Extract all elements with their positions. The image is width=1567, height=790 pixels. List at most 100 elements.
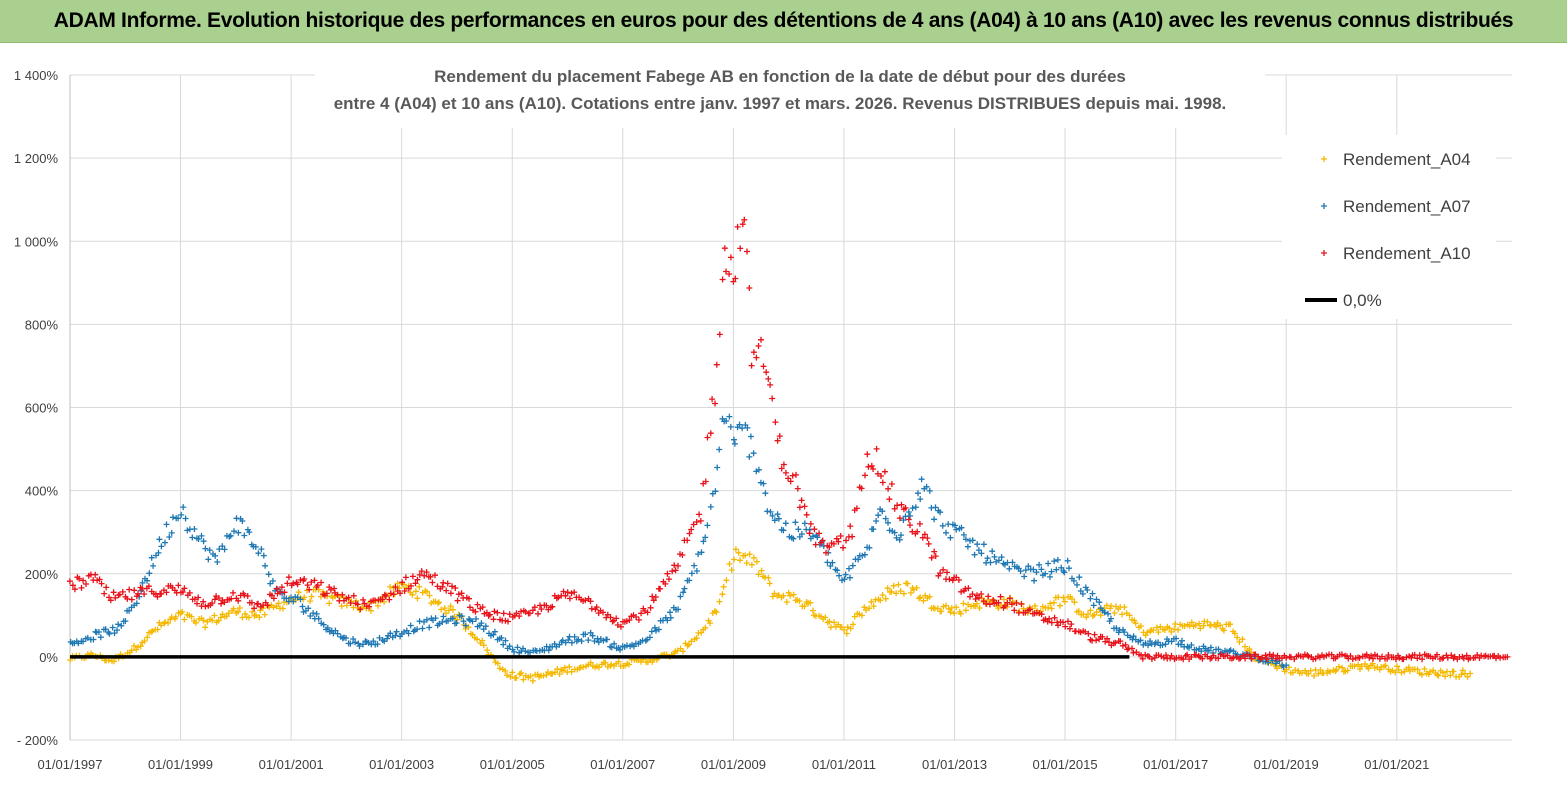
data-point-Rendement_A07 [1021,573,1028,580]
data-point-Rendement_A10 [163,589,170,596]
data-point-Rendement_A10 [141,591,148,597]
data-point-Rendement_A04 [131,642,138,649]
data-point-Rendement_A10 [986,601,993,608]
data-point-Rendement_A10 [647,604,654,611]
data-point-Rendement_A04 [1369,660,1376,667]
data-point-Rendement_A10 [194,600,200,607]
data-point-Rendement_A07 [801,520,808,527]
data-point-Rendement_A10 [870,466,877,472]
data-point-Rendement_A07 [1033,569,1040,576]
data-point-Rendement_A07 [971,551,978,558]
data-point-Rendement_A04 [1394,663,1400,670]
legend-swatch-marker [1321,250,1327,256]
data-point-Rendement_A10 [1444,654,1451,661]
data-point-Rendement_A07 [158,543,165,550]
data-point-Rendement_A07 [575,636,582,643]
data-point-Rendement_A07 [675,606,682,613]
data-point-Rendement_A07 [1030,566,1037,573]
data-point-Rendement_A04 [520,676,527,683]
data-point-Rendement_A04 [576,665,583,671]
data-point-Rendement_A07 [861,551,868,558]
data-point-Rendement_A07 [847,574,853,581]
data-point-Rendement_A04 [602,659,609,666]
data-point-Rendement_A04 [516,671,523,678]
data-point-Rendement_A07 [1087,595,1094,602]
data-point-Rendement_A07 [702,534,709,541]
data-point-Rendement_A07 [460,618,467,625]
data-point-Rendement_A07 [707,503,714,510]
data-point-Rendement_A04 [960,600,967,607]
data-point-Rendement_A10 [209,600,216,607]
data-point-Rendement_A04 [1365,665,1372,672]
data-point-Rendement_A07 [693,568,700,574]
data-point-Rendement_A07 [755,466,762,473]
data-point-Rendement_A04 [720,583,727,590]
data-point-Rendement_A07 [1017,568,1024,575]
data-point-Rendement_A04 [750,554,757,561]
data-point-Rendement_A10 [311,577,318,584]
data-point-Rendement_A07 [1173,635,1180,642]
data-point-Rendement_A07 [688,570,695,577]
data-point-Rendement_A10 [886,496,893,503]
data-point-Rendement_A07 [180,504,187,511]
data-point-Rendement_A07 [646,634,653,641]
data-point-Rendement_A10 [281,589,288,596]
data-point-Rendement_A04 [807,599,814,606]
data-point-Rendement_A10 [1262,652,1269,659]
data-point-Rendement_A04 [1467,670,1474,677]
data-point-Rendement_A10 [486,611,493,618]
data-point-Rendement_A07 [126,607,133,614]
data-point-Rendement_A07 [905,509,912,515]
data-point-Rendement_A04 [246,614,252,621]
data-point-Rendement_A07 [362,638,369,645]
data-point-Rendement_A10 [96,576,103,583]
legend-label: 0,0% [1343,291,1382,310]
data-point-Rendement_A07 [600,637,607,644]
data-point-Rendement_A10 [931,548,938,555]
data-point-Rendement_A10 [1242,655,1249,662]
data-point-Rendement_A10 [529,607,536,614]
data-point-Rendement_A07 [915,490,921,497]
data-point-Rendement_A04 [137,643,144,650]
data-point-Rendement_A07 [698,549,705,556]
data-point-Rendement_A10 [1129,645,1135,652]
data-point-Rendement_A07 [166,534,173,540]
data-point-Rendement_A10 [399,579,406,586]
data-point-Rendement_A04 [755,571,762,578]
data-point-Rendement_A10 [1038,611,1045,618]
data-point-Rendement_A04 [1439,669,1446,676]
data-point-Rendement_A10 [241,592,248,599]
data-point-Rendement_A07 [1036,561,1043,568]
data-point-Rendement_A10 [958,588,965,595]
data-point-Rendement_A07 [792,519,799,526]
data-point-Rendement_A07 [439,619,446,625]
data-point-Rendement_A04 [1355,661,1362,668]
data-point-Rendement_A10 [748,362,755,369]
data-point-Rendement_A10 [607,614,614,621]
data-point-Rendement_A04 [513,675,520,681]
data-point-Rendement_A07 [891,529,898,536]
data-point-Rendement_A04 [626,661,632,668]
data-point-Rendement_A07 [97,634,104,641]
data-point-Rendement_A10 [801,503,808,510]
data-point-Rendement_A07 [150,562,157,569]
data-point-Rendement_A04 [1126,612,1133,619]
data-point-Rendement_A10 [704,434,711,441]
data-point-Rendement_A04 [192,619,199,626]
legend-swatch-marker [1321,156,1327,162]
data-point-Rendement_A10 [500,610,507,617]
data-point-Rendement_A04 [976,605,983,611]
data-point-Rendement_A07 [252,543,259,550]
data-point-Rendement_A07 [595,639,602,646]
data-point-Rendement_A10 [1163,652,1169,659]
data-point-Rendement_A10 [1460,655,1467,662]
data-point-Rendement_A10 [924,535,931,542]
data-point-Rendement_A10 [284,580,291,587]
data-point-Rendement_A07 [246,529,253,536]
legend-box [1282,135,1496,319]
data-point-Rendement_A07 [350,636,357,642]
data-point-Rendement_A04 [414,595,421,602]
data-point-Rendement_A10 [587,598,594,605]
data-point-Rendement_A04 [615,658,622,665]
data-point-Rendement_A10 [357,606,364,613]
